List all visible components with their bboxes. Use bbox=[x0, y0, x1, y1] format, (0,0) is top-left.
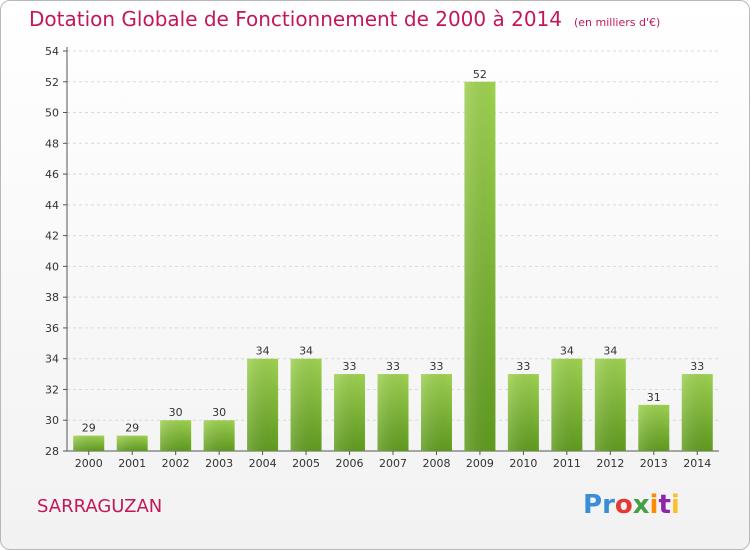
logo-letter: r bbox=[602, 490, 615, 520]
bar-value-label: 33 bbox=[690, 360, 704, 373]
x-tick-label: 2013 bbox=[640, 457, 668, 470]
chart-title: Dotation Globale de Fonctionnement de 20… bbox=[29, 7, 660, 31]
x-tick-label: 2009 bbox=[466, 457, 494, 470]
y-tick-label: 46 bbox=[45, 168, 59, 181]
bar-shade bbox=[464, 81, 496, 452]
x-tick-label: 2008 bbox=[422, 457, 450, 470]
y-tick-label: 34 bbox=[45, 353, 59, 366]
bar-shade bbox=[638, 404, 670, 451]
y-tick-label: 50 bbox=[45, 107, 59, 120]
x-tick-label: 2012 bbox=[596, 457, 624, 470]
y-tick-label: 38 bbox=[45, 291, 59, 304]
x-tick-label: 2002 bbox=[162, 457, 190, 470]
bar-shade bbox=[334, 374, 366, 451]
bar-shade bbox=[203, 420, 235, 451]
x-tick-label: 2011 bbox=[553, 457, 581, 470]
x-tick-label: 2005 bbox=[292, 457, 320, 470]
bar-value-label: 34 bbox=[299, 345, 313, 358]
bar-value-label: 29 bbox=[82, 422, 96, 435]
bar-value-label: 30 bbox=[169, 406, 183, 419]
y-tick-label: 36 bbox=[45, 322, 59, 335]
bar-shade bbox=[594, 358, 626, 451]
y-tick-label: 48 bbox=[45, 137, 59, 150]
label-layer: 29 29 30 30 34 34 33 33 33 52 33 34 34 31 33 bbox=[82, 68, 705, 435]
bar-layer bbox=[73, 81, 713, 452]
x-tick-label: 2007 bbox=[379, 457, 407, 470]
y-tick-label: 28 bbox=[45, 445, 59, 458]
chart-title-text: Dotation Globale de Fonctionnement de 20… bbox=[29, 7, 562, 31]
bar-value-label: 34 bbox=[256, 345, 270, 358]
bar-value-label: 34 bbox=[560, 345, 574, 358]
bar-shade bbox=[551, 358, 583, 451]
logo-letter: x bbox=[632, 490, 650, 520]
x-tick-label: 2006 bbox=[336, 457, 364, 470]
bar-shade bbox=[377, 374, 409, 451]
bar-value-label: 33 bbox=[429, 360, 443, 373]
y-tick-label: 52 bbox=[45, 76, 59, 89]
x-tick-label: 2003 bbox=[205, 457, 233, 470]
logo-letter: t bbox=[658, 490, 671, 520]
x-tick-label: 2000 bbox=[75, 457, 103, 470]
bar-shade bbox=[160, 420, 192, 451]
bar-value-label: 33 bbox=[343, 360, 357, 373]
bar-value-label: 30 bbox=[212, 406, 226, 419]
x-tick-label: 2001 bbox=[118, 457, 146, 470]
bar-value-label: 52 bbox=[473, 68, 487, 81]
bar-shade bbox=[73, 435, 105, 451]
bar-shade bbox=[420, 374, 452, 451]
bar-shade bbox=[290, 358, 322, 451]
y-tick-label: 40 bbox=[45, 260, 59, 273]
y-tick-label: 42 bbox=[45, 230, 59, 243]
bar-shade bbox=[507, 374, 539, 451]
bar-shade bbox=[116, 435, 148, 451]
bar-shade bbox=[247, 358, 279, 451]
logo-letter: i bbox=[649, 490, 659, 520]
bar-value-label: 33 bbox=[516, 360, 530, 373]
bar-value-label: 33 bbox=[386, 360, 400, 373]
bar-value-label: 34 bbox=[603, 345, 617, 358]
x-tick-label: 2010 bbox=[509, 457, 537, 470]
bar-shade bbox=[681, 374, 713, 451]
proxiti-logo[interactable]: Proxiti bbox=[583, 490, 680, 520]
x-tick-label: 2014 bbox=[683, 457, 711, 470]
x-tick-label: 2004 bbox=[249, 457, 277, 470]
y-tick-label: 32 bbox=[45, 383, 59, 396]
commune-name: SARRAGUZAN bbox=[37, 496, 163, 517]
logo-letter: P bbox=[583, 490, 603, 520]
bar-value-label: 29 bbox=[125, 422, 139, 435]
chart-subtitle: (en milliers d'€) bbox=[574, 16, 661, 29]
y-tick-label: 30 bbox=[45, 414, 59, 427]
logo-letter: i bbox=[670, 490, 680, 520]
axis-layer: 28 30 32 34 36 38 40 42 44 46 48 50 52 54 2000 2001 2002… bbox=[45, 45, 719, 470]
y-tick-label: 44 bbox=[45, 199, 59, 212]
y-tick-label: 54 bbox=[45, 45, 59, 58]
logo-letter: o bbox=[614, 490, 633, 520]
bar-value-label: 31 bbox=[647, 391, 661, 404]
